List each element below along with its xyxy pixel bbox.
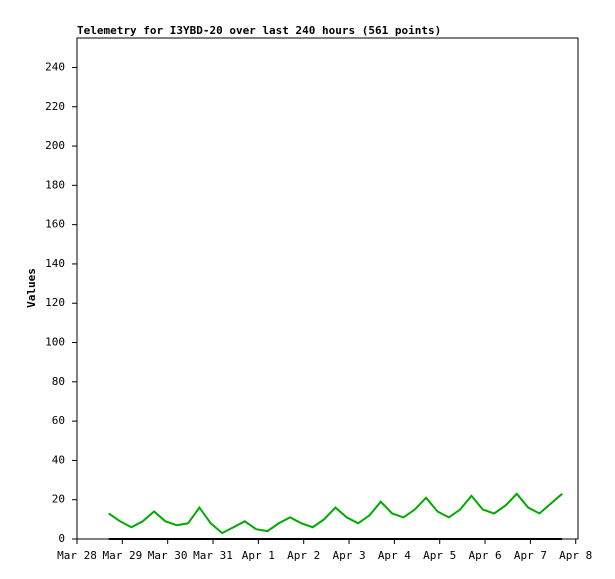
x-tick-label: Apr 2: [287, 549, 320, 562]
y-tick-label: 20: [52, 493, 65, 506]
chart-title: Telemetry for I3YBD-20 over last 240 hou…: [77, 24, 441, 37]
x-tick-label: Apr 5: [423, 549, 456, 562]
y-tick-label: 120: [45, 296, 65, 309]
y-tick-label: 240: [45, 60, 65, 73]
y-tick-label: 0: [58, 532, 65, 545]
y-axis-label: Values: [25, 268, 38, 308]
x-tick-label: Mar 29: [102, 549, 142, 562]
x-tick-label: Apr 3: [332, 549, 365, 562]
y-tick-label: 200: [45, 139, 65, 152]
plot-frame: [76, 37, 579, 540]
y-tick-label: 100: [45, 336, 65, 349]
x-tick-label: Apr 4: [378, 549, 411, 562]
x-tick-label: Apr 7: [514, 549, 547, 562]
x-tick-label: Mar 28: [57, 549, 97, 562]
y-tick-label: 160: [45, 218, 65, 231]
y-tick-label: 80: [52, 375, 65, 388]
x-tick-label: Mar 30: [148, 549, 188, 562]
y-tick-label: 180: [45, 178, 65, 191]
series-line: [108, 492, 563, 535]
x-tick-label: Apr 6: [468, 549, 501, 562]
y-tick-label: 40: [52, 453, 65, 466]
x-tick-label: Mar 31: [193, 549, 233, 562]
y-tick-label: 220: [45, 100, 65, 113]
y-tick-label: 140: [45, 257, 65, 270]
y-tick-label: 60: [52, 414, 65, 427]
x-tick-label: Apr 8: [559, 549, 592, 562]
x-tick-label: Apr 1: [242, 549, 275, 562]
